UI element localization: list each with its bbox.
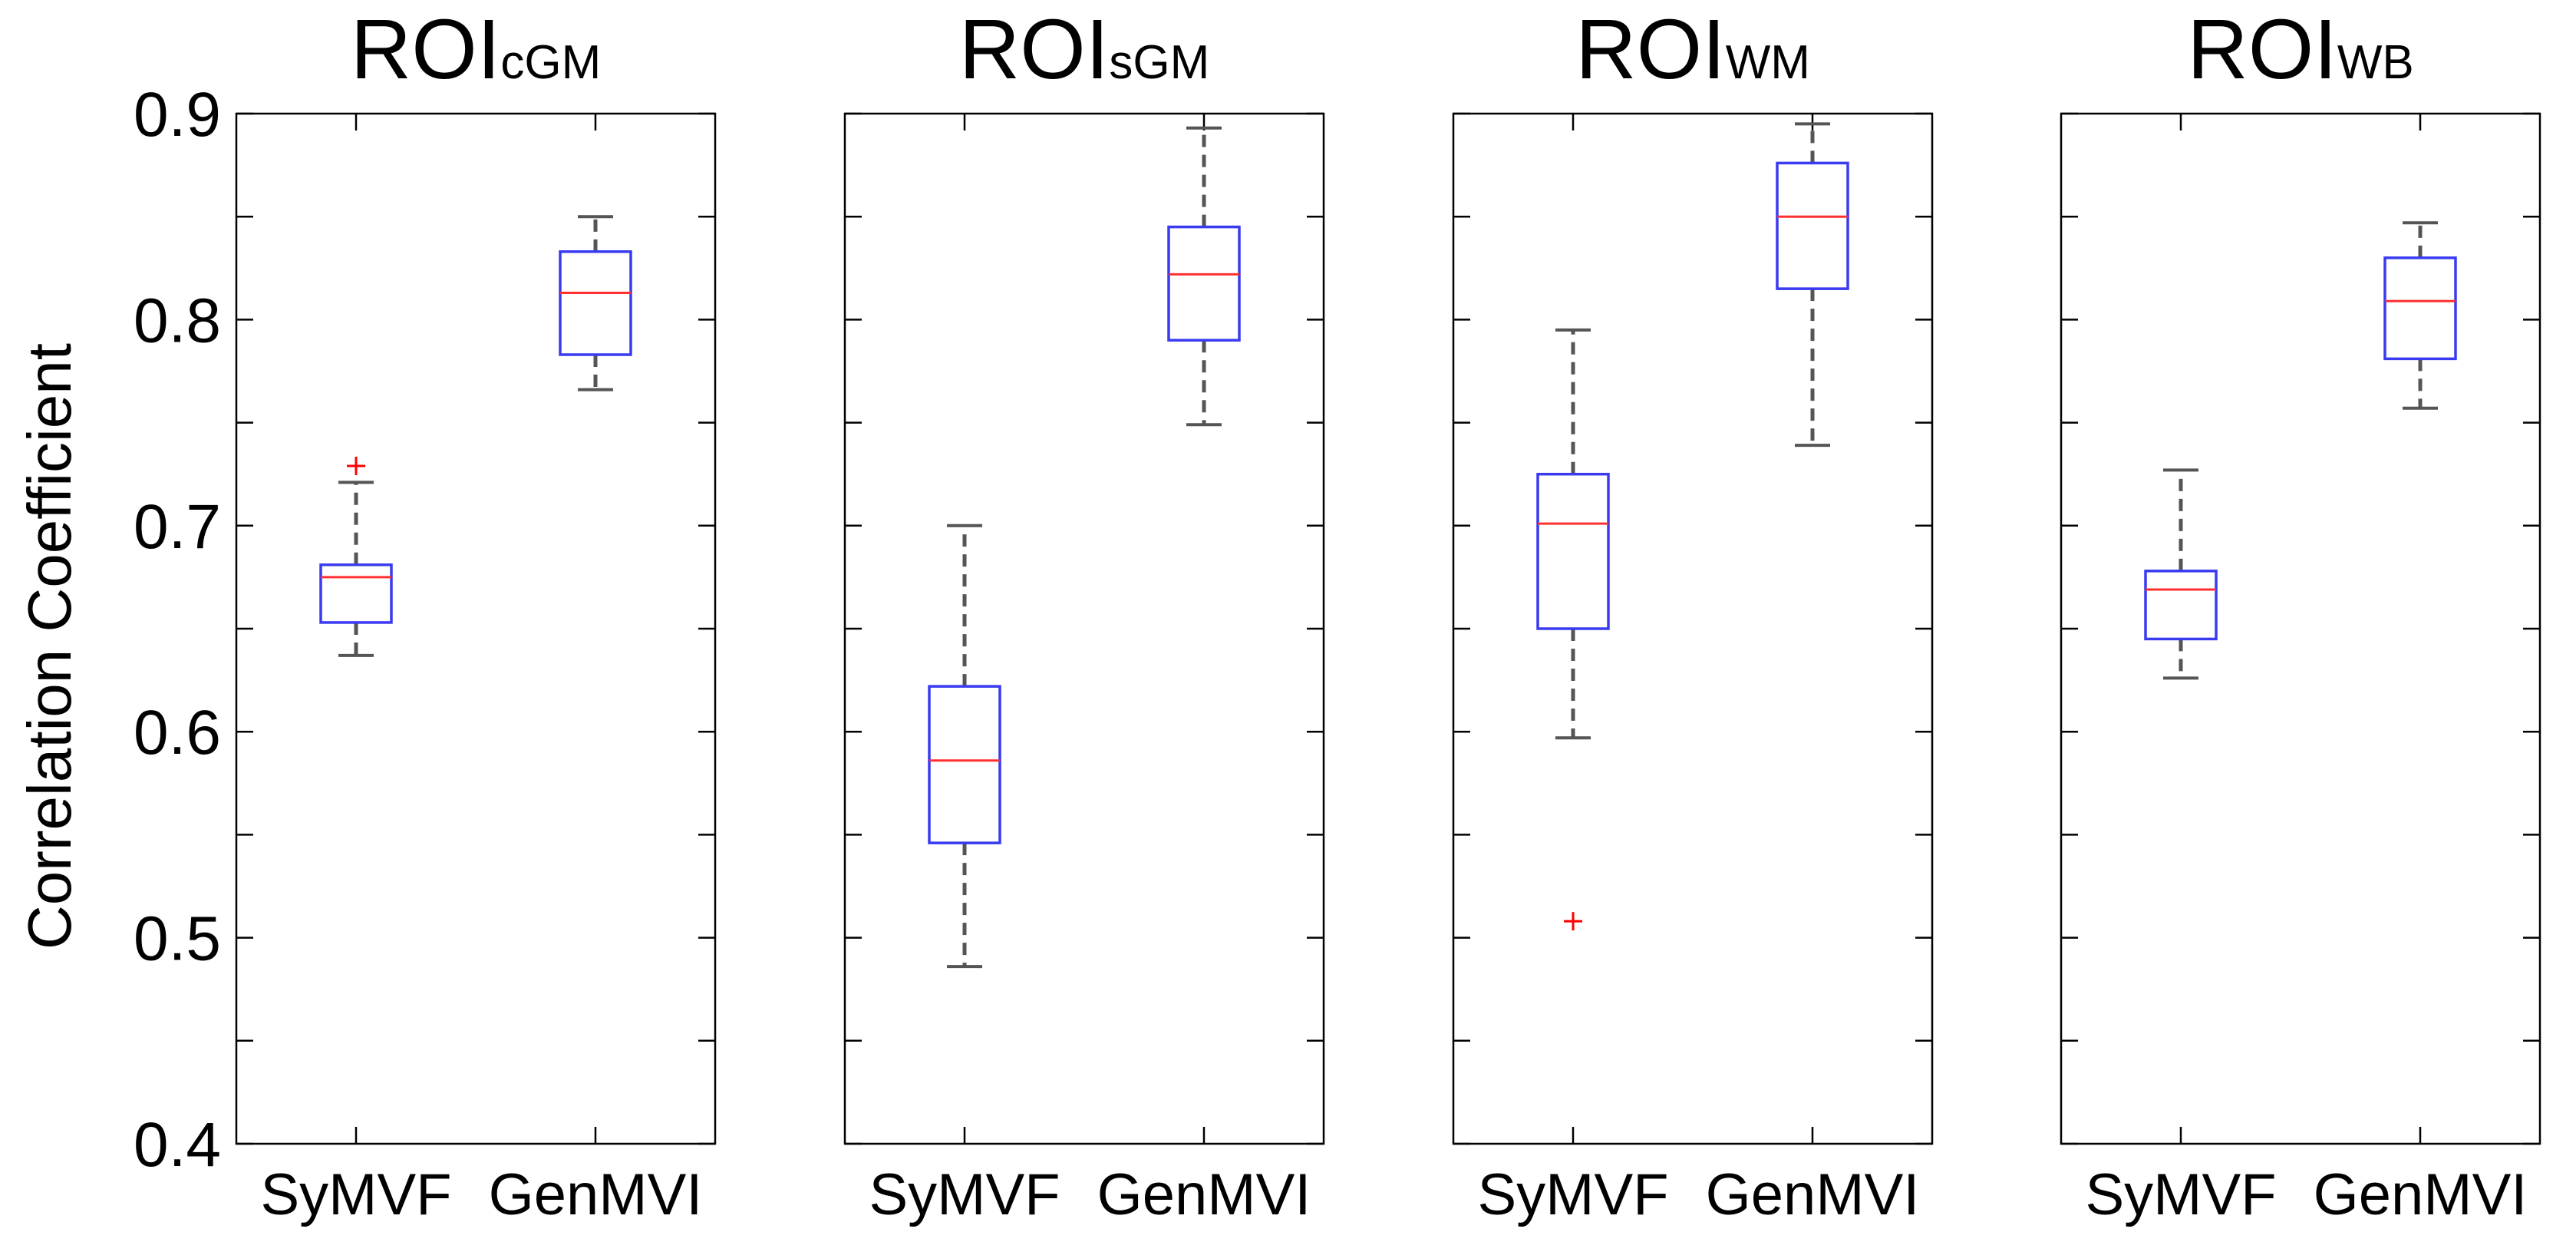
axes-frame xyxy=(2060,112,2541,1145)
iqr-box xyxy=(319,563,393,624)
panel-wm: SyMVF GenMVI ROIWM xyxy=(1452,2,1934,1227)
box-symvf xyxy=(1536,328,1610,931)
box-genmvi xyxy=(1167,126,1241,427)
x-tick-label-symvf: SyMVF xyxy=(260,1162,451,1227)
outlier-marker xyxy=(1564,912,1582,931)
box-genmvi xyxy=(1776,122,1849,448)
axes-frame xyxy=(843,112,1325,1145)
panel-title: ROIWM xyxy=(1575,2,1810,97)
panel-cgm: 0.4 0.5 0.6 0.7 0.8 0.9 SyMVF GenMVI ROIcGM xyxy=(134,2,717,1227)
box-genmvi xyxy=(2383,221,2457,410)
axes-frame xyxy=(235,112,717,1145)
x-tick-label-genmvi: GenMVI xyxy=(489,1162,703,1227)
panel-title-main: ROI xyxy=(959,2,1110,97)
panel-title-main: ROI xyxy=(2187,2,2337,97)
x-tick-label-genmvi: GenMVI xyxy=(1097,1162,1311,1227)
iqr-box xyxy=(2383,256,2457,361)
panel-title: ROIcGM xyxy=(351,2,601,97)
x-tick-label-genmvi: GenMVI xyxy=(2314,1162,2528,1227)
iqr-box xyxy=(1536,472,1610,630)
panel-title-subscript: sGM xyxy=(1109,36,1209,89)
panel-wb: SyMVF GenMVI ROIWB xyxy=(2060,2,2541,1227)
y-tick-label: 0.5 xyxy=(134,904,221,974)
x-tick-label-symvf: SyMVF xyxy=(869,1162,1060,1227)
panel-title-main: ROI xyxy=(1575,2,1726,97)
x-tick-label-symvf: SyMVF xyxy=(2085,1162,2276,1227)
y-tick-label: 0.4 xyxy=(134,1110,221,1180)
iqr-box xyxy=(559,250,632,356)
y-tick-label: 0.9 xyxy=(134,80,221,150)
panel-title-subscript: WB xyxy=(2337,36,2414,89)
outlier-marker xyxy=(347,456,365,475)
axes-frame xyxy=(1452,112,1934,1145)
x-tick-label-symvf: SyMVF xyxy=(1477,1162,1668,1227)
iqr-box xyxy=(928,685,1001,844)
box-symvf xyxy=(319,456,393,657)
panel-title-subscript: cGM xyxy=(500,36,601,89)
panel-title: ROIsGM xyxy=(959,2,1209,97)
iqr-box xyxy=(1776,161,1849,290)
y-tick-label: 0.6 xyxy=(134,698,221,768)
box-genmvi xyxy=(559,215,632,391)
y-tick-label: 0.8 xyxy=(134,286,221,355)
y-tick-label: 0.7 xyxy=(134,492,221,562)
panel-sgm: SyMVF GenMVI ROIsGM xyxy=(843,2,1325,1227)
iqr-box xyxy=(2144,570,2218,641)
box-symvf xyxy=(928,524,1001,969)
panel-title-main: ROI xyxy=(351,2,501,97)
panel-title: ROIWB xyxy=(2187,2,2413,97)
y-axis-label: Correlation Coefficient xyxy=(15,343,84,950)
x-tick-label-genmvi: GenMVI xyxy=(1706,1162,1920,1227)
iqr-box xyxy=(1167,225,1241,342)
box-symvf xyxy=(2144,468,2218,680)
panel-title-subscript: WM xyxy=(1726,36,1810,89)
